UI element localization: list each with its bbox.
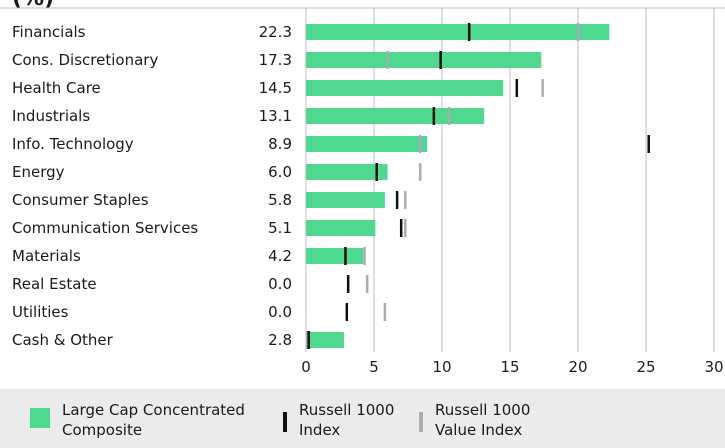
legend-label-composite: Large Cap Concentrated [62,401,245,419]
value-label: 5.1 [268,219,292,237]
tick-russell-1000 [344,247,347,265]
bars-layer [306,24,610,348]
x-tick-label: 20 [568,358,587,376]
legend-swatch-russell-1000 [283,412,287,432]
bar-composite [306,136,428,152]
tick-russell-1000-value [365,275,369,293]
value-label: 17.3 [259,51,292,69]
tick-russell-1000 [307,331,310,349]
legend-swatch-composite [30,408,50,428]
value-label: 14.5 [259,79,292,97]
tick-russell-1000 [439,51,442,69]
category-label: Consumer Staples [12,191,149,209]
value-label: 5.8 [268,191,292,209]
tick-russell-1000-value [576,23,580,41]
category-label: Energy [12,163,65,181]
value-label: 6.0 [268,163,292,181]
category-label: Materials [12,247,81,265]
bar-composite [306,192,385,208]
category-label: Info. Technology [12,135,134,153]
tick-russell-1000 [346,275,350,293]
bar-composite [306,24,610,40]
tick-russell-1000-value [541,79,544,97]
bar-composite [306,164,388,180]
category-label: Communication Services [12,219,198,237]
bar-composite [306,52,542,68]
category-label: Utilities [12,303,69,321]
legend-label-russell-1000-value-2: Value Index [435,421,523,439]
x-tick-label: 0 [301,358,311,376]
tick-russell-1000 [515,79,519,97]
legend-item-composite: Large Cap Concentrated Composite [30,400,262,440]
value-label: 22.3 [259,23,292,41]
x-tick-label: 10 [432,358,451,376]
category-label: Cash & Other [12,331,114,349]
labels-layer: 0 5 10 15 20 25 30 Financials 22.3 Cons. Discreti… [12,23,724,376]
category-label: Industrials [12,107,90,125]
category-label: Cons. Discretionary [12,51,158,69]
x-tick-label: 25 [636,358,655,376]
bar-composite [306,332,345,348]
value-label: 0.0 [268,275,292,293]
legend-label-russell-1000: Russell 1000 [299,401,395,419]
index-ticks-layer [306,23,650,349]
category-label: Health Care [12,79,101,97]
legend-swatch-russell-1000-value [419,412,423,432]
x-tick-label: 30 [704,358,723,376]
tick-russell-1000 [345,303,349,321]
tick-russell-1000-value [404,191,407,209]
bar-composite [306,220,376,236]
value-label: 13.1 [259,107,292,125]
value-label: 4.2 [268,247,292,265]
tick-russell-1000 [375,163,378,181]
tick-russell-1000 [399,219,403,237]
tick-russell-1000-value [447,107,451,125]
legend-label-russell-1000-value: Russell 1000 [435,401,531,419]
legend-item-russell-1000: Russell 1000 Index [283,400,499,440]
legend: Large Cap Concentrated Composite Russell… [0,389,725,448]
x-tick-label: 5 [369,358,379,376]
sector-weight-chart: 0 5 10 15 20 25 30 Financials 22.3 Cons. Discreti… [0,7,725,376]
value-label: 0.0 [268,303,292,321]
tick-russell-1000 [647,135,650,153]
x-tick-label: 15 [500,358,519,376]
tick-russell-1000-value [386,51,389,69]
tick-russell-1000-value [306,331,309,349]
tick-russell-1000 [432,107,436,125]
value-label: 8.9 [268,135,292,153]
bar-composite [306,108,485,124]
bar-composite [306,248,364,264]
tick-russell-1000-value [383,303,387,321]
tick-russell-1000 [395,191,399,209]
tick-russell-1000-value [418,135,422,153]
tick-russell-1000-value [418,163,422,181]
legend-item-russell-1000-value: Russell 1000 Value Index [419,400,635,440]
bar-composite [306,80,504,96]
category-label: Financials [12,23,86,41]
category-label: Real Estate [12,275,97,293]
value-label: 2.8 [268,331,292,349]
tick-russell-1000-value [404,219,407,237]
legend-label-russell-1000-2: Index [299,421,341,439]
legend-label-composite-2: Composite [62,421,143,439]
tick-russell-1000-value [363,247,366,265]
chart-title: (%) [12,0,54,11]
tick-russell-1000 [467,23,471,41]
